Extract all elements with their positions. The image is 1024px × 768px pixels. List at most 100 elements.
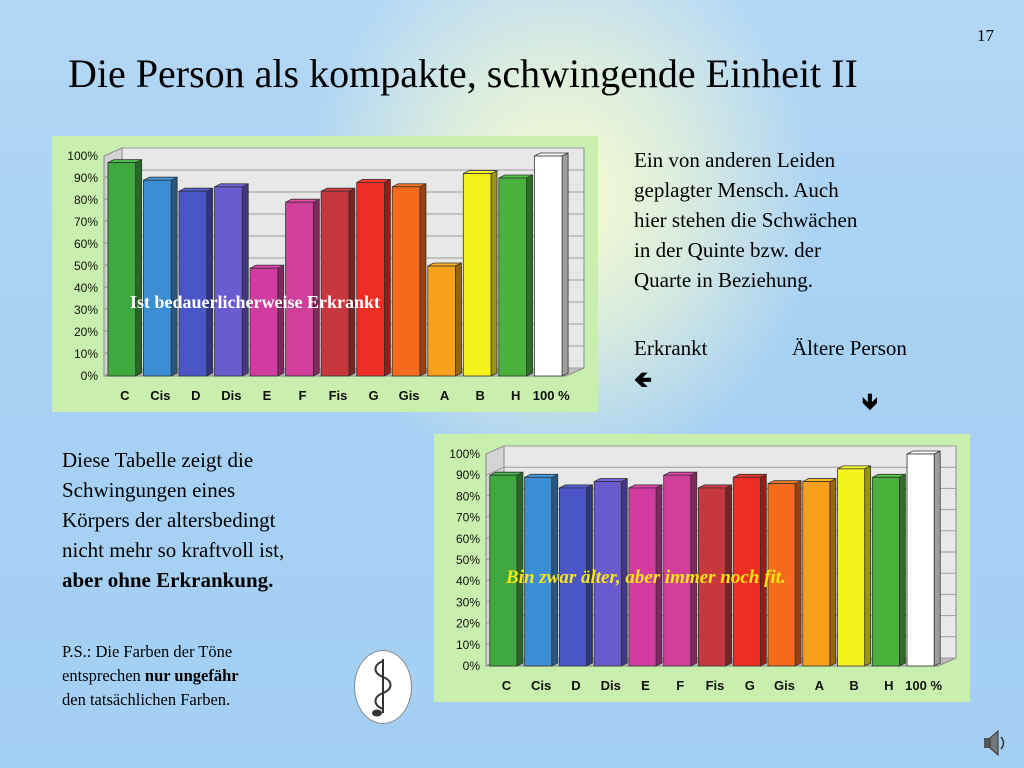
y-tick-label: 60% — [456, 532, 480, 546]
x-tick-label: H — [511, 388, 520, 403]
chart-aeltere-person-annotation: Bin zwar älter, aber immer noch fit. — [506, 567, 786, 588]
description-line: in der Quinte bzw. der — [634, 238, 821, 262]
y-tick-label: 20% — [74, 325, 98, 339]
chart-bar — [871, 473, 906, 667]
description-left: Diese Tabelle zeigt die Schwingungen ein… — [62, 445, 382, 595]
x-tick-label: Cis — [150, 388, 170, 403]
x-tick-label: E — [641, 678, 650, 693]
label-aeltere-person: Ältere Person — [792, 336, 907, 360]
y-tick-label: 0% — [81, 369, 99, 383]
description-line: nicht mehr so kraftvoll ist, — [62, 538, 285, 562]
y-tick-label: 70% — [74, 215, 98, 229]
x-tick-label: C — [502, 678, 512, 693]
x-tick-label: Gis — [774, 678, 795, 693]
chart-bar — [489, 471, 524, 667]
y-tick-label: 30% — [74, 303, 98, 317]
chart-erkrankt-svg: 0% 10% 20% 30% 40% 50% 60% 70% 80% 90% 100% C Cis D Di… — [67, 147, 585, 403]
chart-bar — [107, 158, 143, 377]
y-tick-label: 100% — [67, 149, 98, 163]
x-tick-label: G — [368, 388, 378, 403]
slide-title: Die Person als kompakte, schwingende Ein… — [68, 51, 858, 96]
y-tick-label: 100% — [449, 447, 480, 461]
arrow-down-icon: 🡻 — [862, 390, 878, 415]
chart-bar — [533, 152, 569, 377]
description-line: Ein von anderen Leiden — [634, 148, 836, 172]
description-line: Quarte in Beziehung. — [634, 268, 814, 292]
chart-bar — [663, 471, 698, 667]
description-line: Diese Tabelle zeigt die — [62, 448, 254, 472]
x-tick-label: Dis — [601, 678, 621, 693]
chart-gridline — [485, 445, 956, 455]
speaker-icon[interactable] — [982, 728, 1008, 763]
y-tick-label: 60% — [74, 237, 98, 251]
y-tick-label: 70% — [456, 511, 480, 525]
chart-aeltere-person-svg: 0% 10% 20% 30% 40% 50% 60% 70% 80% 90% 100% C Cis D Di… — [449, 445, 957, 693]
chart-bar — [143, 176, 178, 377]
x-tick-label: H — [884, 678, 893, 693]
chart-gridline — [103, 147, 584, 157]
chart-bar — [320, 187, 356, 377]
y-tick-label: 40% — [74, 281, 98, 295]
y-tick-label: 0% — [463, 659, 481, 673]
ps-note: P.S.: Die Farben der Töne entsprechen nu… — [62, 640, 352, 712]
arrow-left-icon: 🡸 — [634, 368, 652, 393]
y-tick-label: 10% — [74, 347, 98, 361]
x-tick-label: C — [120, 388, 130, 403]
x-tick-label: E — [263, 388, 272, 403]
chart-bar — [802, 477, 837, 667]
y-tick-label: 80% — [456, 489, 480, 503]
chart-gridline — [485, 466, 956, 476]
chart-bar — [498, 174, 533, 377]
ps-line: P.S.: Die Farben der Töne — [62, 642, 233, 661]
chart-bar — [698, 484, 732, 667]
x-tick-label: D — [571, 678, 580, 693]
description-right: Ein von anderen Leiden geplagter Mensch.… — [634, 145, 964, 295]
y-tick-label: 50% — [456, 553, 480, 567]
chart-bar — [906, 450, 941, 667]
y-tick-label: 50% — [74, 259, 98, 273]
x-tick-label: A — [815, 678, 825, 693]
x-tick-label: Dis — [221, 388, 241, 403]
ps-bold: nur ungefähr — [144, 666, 239, 685]
x-tick-label: A — [440, 388, 450, 403]
x-tick-label: Fis — [706, 678, 725, 693]
chart-bar — [628, 484, 663, 667]
chart-bar — [837, 465, 872, 667]
label-erkrankt: Erkrankt — [634, 336, 708, 360]
y-tick-label: 10% — [456, 638, 480, 652]
x-tick-label: Fis — [329, 388, 348, 403]
music-staff-emblem-icon — [354, 650, 412, 724]
description-line: hier stehen die Schwächen — [634, 208, 858, 232]
y-tick-label: 30% — [456, 595, 480, 609]
chart-bar — [285, 198, 320, 377]
y-tick-label: 90% — [456, 468, 480, 482]
x-tick-label: Gis — [399, 388, 420, 403]
chart-erkrankt: 0% 10% 20% 30% 40% 50% 60% 70% 80% 90% 100% C Cis D Di… — [52, 136, 598, 412]
chart-bar — [462, 169, 498, 377]
chart-bar — [558, 484, 593, 667]
x-tick-label: F — [676, 678, 684, 693]
description-line: geplagter Mensch. Auch — [634, 178, 839, 202]
chart-bar — [178, 187, 214, 377]
ps-line: entsprechen nur ungefähr — [62, 664, 352, 688]
x-tick-label: G — [745, 678, 755, 693]
y-tick-label: 90% — [74, 171, 98, 185]
chart-bar — [391, 183, 427, 377]
chart-erkrankt-annotation: Ist bedauerlicherweise Erkrankt — [130, 292, 380, 312]
ps-text: entsprechen — [62, 666, 145, 685]
y-tick-label: 40% — [456, 574, 480, 588]
chart-aeltere-person: 0% 10% 20% 30% 40% 50% 60% 70% 80% 90% 100% C Cis D Di… — [434, 434, 970, 702]
description-line: Körpers der altersbedingt — [62, 508, 276, 532]
slide-number: 17 — [977, 26, 994, 45]
chart-bar — [249, 264, 285, 377]
chart-bar — [524, 473, 559, 667]
y-tick-label: 20% — [456, 617, 480, 631]
chart-bar — [593, 477, 628, 667]
description-line: Schwingungen eines — [62, 478, 236, 502]
x-tick-label: Cis — [531, 678, 551, 693]
chart-bar — [732, 473, 767, 667]
x-tick-label: D — [191, 388, 200, 403]
description-bold-line: aber ohne Erkrankung. — [62, 568, 274, 592]
chart-bar — [767, 480, 802, 667]
ps-line: den tatsächlichen Farben. — [62, 690, 231, 709]
